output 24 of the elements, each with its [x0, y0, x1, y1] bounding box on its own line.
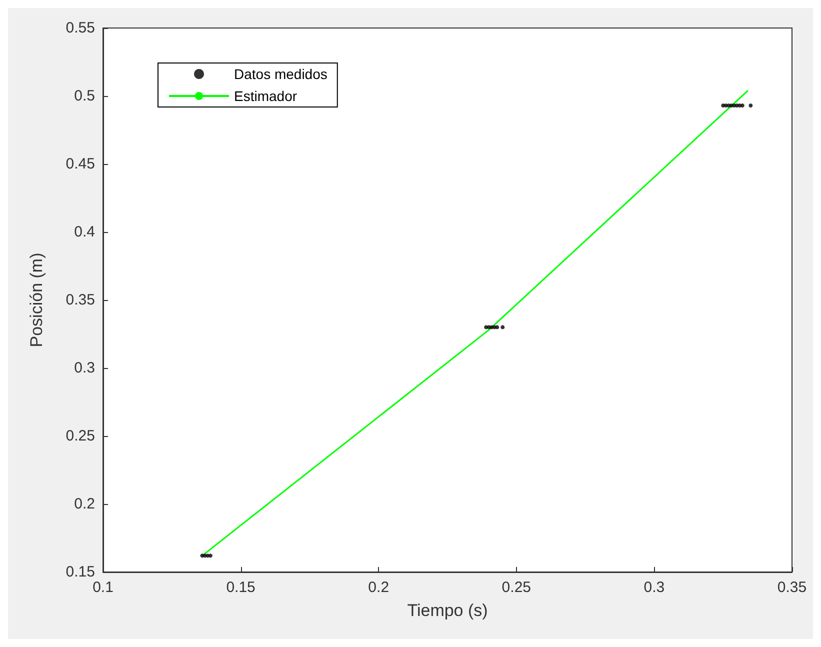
y-tick-label: 0.2	[74, 496, 95, 512]
legend-label: Estimador	[234, 88, 298, 104]
x-tick-label: 0.2	[368, 579, 390, 596]
point	[208, 554, 212, 558]
y-tick-label: 0.5	[74, 88, 95, 104]
y-tick-label: 0.3	[74, 360, 95, 376]
legend-label: Datos medidos	[234, 66, 328, 82]
x-tick-label: 0.1	[92, 579, 114, 596]
y-tick-label: 0.25	[66, 428, 95, 444]
y-tick-label: 0.45	[66, 156, 95, 172]
y-tick-label: 0.35	[66, 292, 95, 308]
point	[500, 325, 505, 330]
x-tick-label: 0.3	[644, 579, 665, 596]
y-tick-label: 0.4	[74, 224, 95, 240]
point	[495, 325, 500, 330]
x-tick-label: 0.35	[777, 579, 807, 596]
point	[748, 104, 753, 108]
y-tick-label: 0.15	[66, 564, 95, 580]
y-axis-title: Posición (m)	[27, 252, 46, 348]
x-tick-label: 0.15	[226, 579, 256, 596]
x-axis-title: Tiempo (s)	[407, 601, 488, 620]
y-tick-label: 0.55	[66, 20, 95, 36]
point	[740, 104, 744, 108]
x-tick-label: 0.25	[502, 579, 531, 596]
